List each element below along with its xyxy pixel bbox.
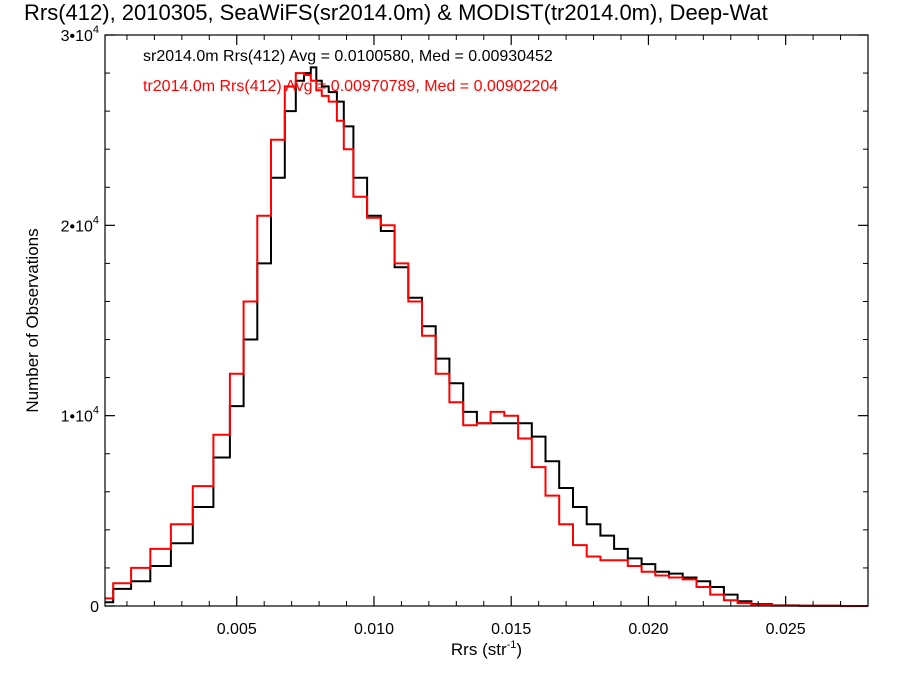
y-tick-mantissa-2: 2•10 [61, 218, 93, 235]
x-tick-label-1: 0.010 [354, 621, 394, 638]
y-tick-exp-1: 4 [93, 405, 99, 417]
y-axis-label: Number of Observations [23, 228, 42, 412]
x-tick-label-3: 0.020 [628, 621, 668, 638]
y-tick-mantissa-0: 0 [90, 599, 99, 616]
x-axis-label-sup: -1 [507, 639, 517, 651]
y-tick-label-0: 0 [90, 599, 99, 616]
y-tick-label-3: 3•104 [61, 24, 99, 45]
plot-frame [104, 34, 869, 607]
legend-annotations: sr2014.0m Rrs(412) Avg = 0.0100580, Med … [143, 48, 558, 95]
x-axis-label-end: ) [516, 640, 522, 659]
series-line-0 [105, 66, 868, 607]
plot-lines [105, 66, 868, 607]
axis-ticks: 0.005 0.010 0.015 0.020 0.02501•1042•1043•10… [61, 24, 868, 638]
series-line-1 [105, 72, 868, 607]
annotation-0: sr2014.0m Rrs(412) Avg = 0.0100580, Med … [143, 48, 553, 65]
y-tick-exp-3: 4 [93, 24, 99, 36]
y-tick-label-2: 2•104 [61, 214, 99, 235]
y-tick-mantissa-1: 1•10 [61, 409, 93, 426]
x-axis-label-text: Rrs (str [451, 640, 507, 659]
x-tick-label-4: 0.025 [766, 621, 806, 638]
x-axis-label: Rrs (str-1) [451, 639, 522, 659]
x-tick-label-2: 0.015 [491, 621, 531, 638]
annotation-1: tr2014.0m Rrs(412) Avg = 0.00970789, Med… [143, 78, 558, 95]
y-tick-label-1: 1•104 [61, 405, 99, 426]
y-tick-exp-2: 4 [93, 214, 99, 226]
y-tick-mantissa-3: 3•10 [61, 28, 93, 45]
chart-title: Rrs(412), 2010305, SeaWiFS(sr2014.0m) & … [24, 0, 768, 25]
x-tick-label-0: 0.005 [217, 621, 257, 638]
